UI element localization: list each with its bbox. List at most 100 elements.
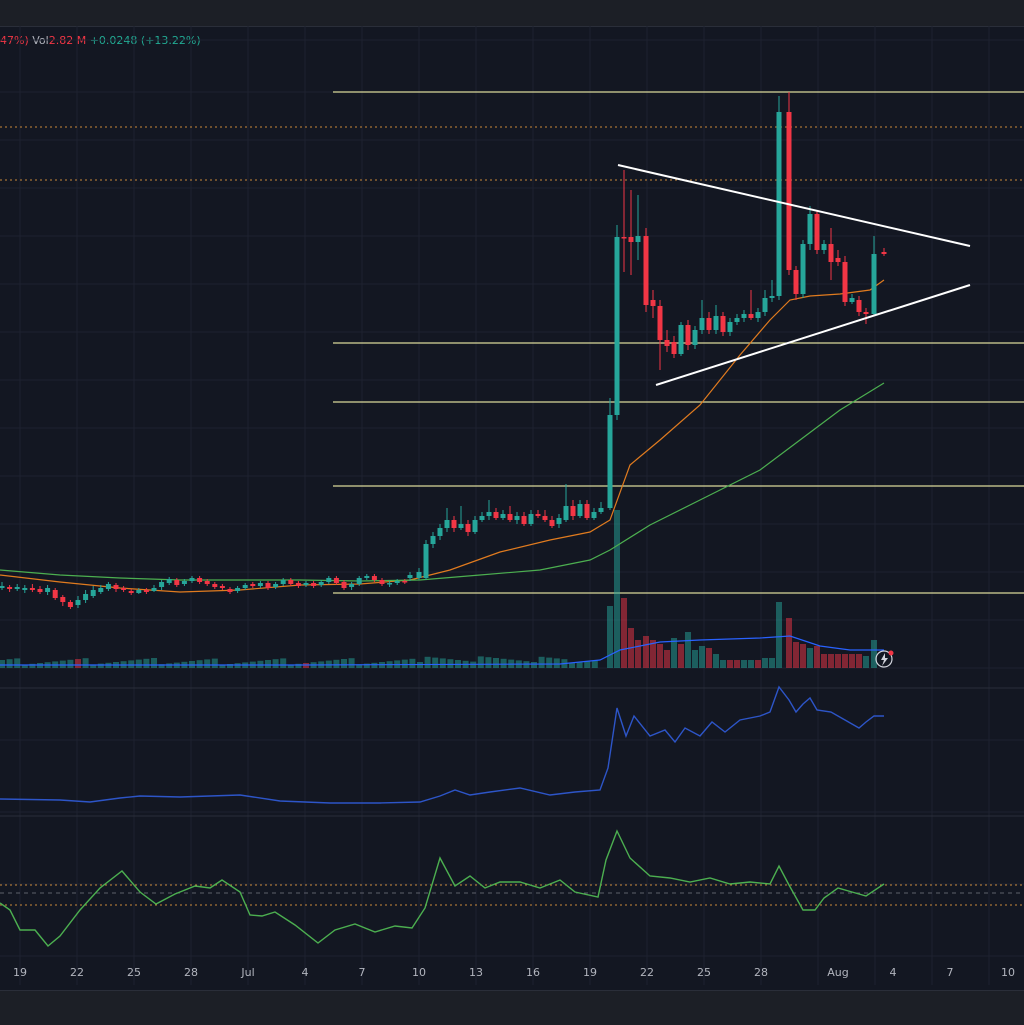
candle-body [174,580,180,585]
volume-bar [493,658,499,668]
lightning-icon[interactable] [875,650,894,668]
candle-body [371,576,377,580]
candle-body [60,597,66,602]
candle-body [584,504,590,518]
candle-body [786,112,792,270]
candle-body [828,244,834,262]
volume-bar [650,640,656,668]
x-tick-label: 25 [127,966,141,979]
candle-body [136,590,142,593]
candle-body [486,512,492,516]
volume-bars [0,510,884,668]
volume-bar [748,660,754,668]
bottom-toolbar [0,990,1024,1025]
candle-body [635,236,641,242]
ma-fast-line [0,279,885,593]
candle-body [341,582,347,588]
candle-body [181,581,187,584]
candle-body [379,580,385,584]
volume-bar [635,640,641,668]
volume-bar [67,659,74,668]
volume-bar [720,660,726,668]
candle-body [189,578,195,581]
volume-bar [265,660,271,668]
volume-bar [196,660,203,668]
top-toolbar [0,0,1024,27]
candle-body [387,583,393,585]
volume-bar [341,659,347,668]
horizontal-lines [0,91,1024,906]
volume-bar [828,654,834,668]
candle-body [493,512,499,518]
candle-body [720,316,726,332]
candle-body [430,536,436,544]
volume-bar [685,632,691,668]
candle-body [664,340,670,346]
candle-body [303,583,309,585]
candle-body [643,236,649,305]
ma-slow-line [0,382,885,582]
volume-bar [432,657,439,668]
volume-bar [29,663,36,668]
volume-bar [807,648,813,668]
volume-bar [158,664,165,668]
volume-bar [295,663,302,668]
volume-bar [143,658,150,668]
x-tick-label: 10 [1001,966,1015,979]
volume-bar [363,663,370,668]
volume-bar [856,654,862,668]
volume-bar [762,658,768,668]
volume-bar [538,656,545,668]
volume-bar [14,658,21,668]
candle-body [472,520,478,532]
volume-bar [333,659,340,668]
candle-body [835,258,841,262]
volume-bar [0,660,5,668]
volume-bar [371,662,378,668]
x-tick-label: 4 [890,966,897,979]
candle-body [407,575,413,578]
x-tick-label: 28 [754,966,768,979]
volume-bar [727,660,733,668]
candle-body [762,298,768,312]
candle-body [90,590,96,596]
candle-body [881,252,887,254]
volume-bar [272,659,279,668]
candle-body [755,312,761,318]
x-tick-label: 13 [469,966,483,979]
candle-body [318,582,324,585]
candle-body [75,600,81,605]
volume-bar [166,663,173,668]
volume-bar [135,659,142,668]
volume-bar [280,658,287,668]
candle-body [349,584,355,587]
grid [0,26,1024,985]
candle-body [37,589,43,592]
candle-body [265,583,271,588]
volume-bar [500,658,507,668]
x-tick-label: Aug [827,966,848,979]
candle-body [98,588,104,592]
candle-body [402,581,408,583]
volume-bar [531,662,537,668]
candle-body [67,602,73,607]
candle-body [250,584,256,586]
candle-body [52,590,58,598]
candle-body [311,583,317,586]
x-tick-label: 4 [302,966,309,979]
candle-body [577,504,583,516]
candle-body [105,584,111,589]
volume-bar [671,638,677,668]
candle-body [500,514,506,518]
candle-body [514,516,520,520]
volume-ma-line [0,635,884,666]
candle-body [364,576,370,578]
lightning-dot [888,650,894,656]
candle-body [159,582,165,587]
candle-body [121,588,127,590]
candle-body [204,581,210,584]
candle-body [528,514,534,524]
candle-body [692,330,698,345]
volume-bar [842,654,848,668]
